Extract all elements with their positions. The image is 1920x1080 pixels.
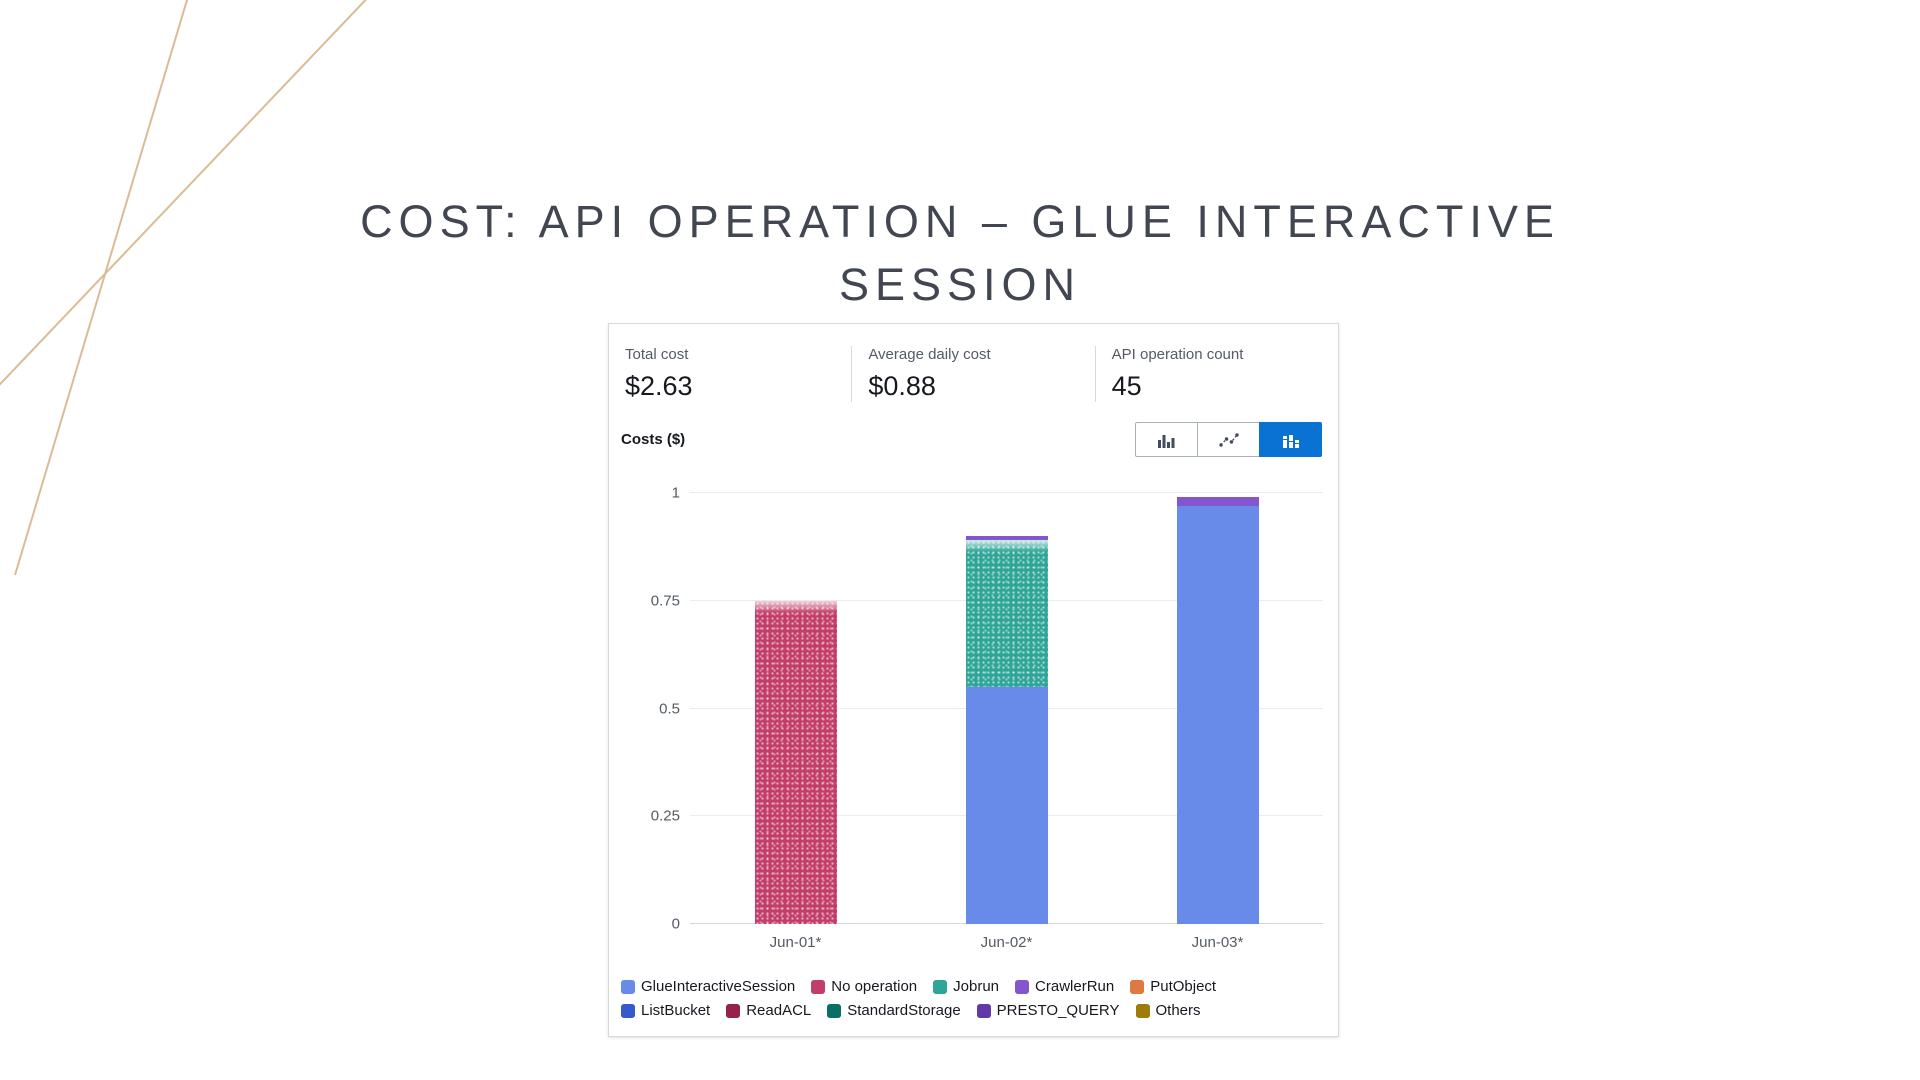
legend-swatch: [621, 979, 635, 994]
bar-segment-No operation[interactable]: [754, 600, 837, 925]
legend-swatch: [1015, 979, 1030, 994]
legend-item-PutObject[interactable]: PutObject: [1130, 978, 1216, 995]
legend-swatch: [811, 979, 826, 994]
legend-item-Jobrun[interactable]: Jobrun: [933, 978, 999, 995]
y-axis-tick-label: 1: [671, 484, 680, 502]
legend-item-ReadACL[interactable]: ReadACL: [726, 1002, 811, 1019]
stat-total-cost: Total cost $2.63: [609, 346, 851, 402]
slide-title-line1: COST: API OPERATION – GLUE INTERACTIVE: [360, 196, 1560, 247]
legend-item-No operation[interactable]: No operation: [811, 978, 917, 995]
legend-label: PutObject: [1150, 978, 1217, 995]
legend-swatch: [827, 1003, 842, 1018]
stat-value: $2.63: [625, 371, 693, 401]
stat-value: 45: [1111, 371, 1142, 401]
chart-header: Costs ($): [621, 422, 1322, 457]
gridline: [690, 492, 1323, 493]
legend-item-StandardStorage[interactable]: StandardStorage: [827, 1002, 961, 1019]
legend-swatch: [1135, 1003, 1150, 1018]
legend-swatch: [726, 1003, 741, 1018]
bar-segment-CrawlerRun[interactable]: [1176, 497, 1259, 506]
stacked-bar-view-button[interactable]: [1259, 422, 1322, 457]
slide-title: COST: API OPERATION – GLUE INTERACTIVE S…: [0, 190, 1920, 316]
bar-Jun-03*[interactable]: [1176, 493, 1259, 924]
legend-label: Others: [1155, 1002, 1201, 1019]
legend: GlueInteractiveSession No operation Jobrun…: [621, 978, 1326, 1019]
stacked-bar-chart-icon: [1282, 434, 1299, 448]
stat-label: Total cost: [625, 346, 689, 363]
y-axis-tick-label: 0.75: [650, 592, 680, 610]
bar-Jun-01*[interactable]: [754, 493, 837, 925]
bar-segment-GlueInteractiveSession[interactable]: [965, 686, 1048, 924]
bar-segment-GlueInteractiveSession[interactable]: [1176, 505, 1259, 924]
cost-explorer-card: Total cost $2.63 Average daily cost $0.8…: [608, 323, 1339, 1037]
legend-label: ListBucket: [641, 1002, 711, 1019]
legend-swatch: [933, 979, 948, 994]
grouped-bar-view-button[interactable]: [1135, 422, 1198, 457]
y-axis-tick-label: 0: [671, 915, 680, 933]
y-axis-title: Costs ($): [621, 431, 686, 448]
legend-label: GlueInteractiveSession: [641, 978, 796, 995]
x-axis-label: Jun-02*: [980, 934, 1033, 951]
line-chart-icon: [1218, 432, 1239, 447]
stat-label: API operation count: [1111, 346, 1244, 363]
legend-label: Jobrun: [953, 978, 1000, 995]
bar-segment-CrawlerRun[interactable]: [965, 536, 1048, 541]
slide-title-line2: SESSION: [838, 259, 1082, 310]
plot-area: 0 0.25 0.5 0.75 1 Jun-01* Jun-02* Jun-03*: [651, 485, 1323, 951]
summary-stats: Total cost $2.63 Average daily cost $0.8…: [609, 324, 1338, 402]
legend-label: StandardStorage: [847, 1002, 961, 1019]
y-axis-tick-label: 0.5: [659, 700, 680, 717]
x-axis-label: Jun-01*: [769, 934, 822, 951]
line-view-button[interactable]: [1197, 422, 1260, 457]
x-axis-label: Jun-03*: [1191, 934, 1244, 951]
legend-item-Others[interactable]: Others: [1135, 1002, 1201, 1019]
grouped-bar-chart-icon: [1157, 434, 1174, 448]
stat-api-operation-count: API operation count 45: [1094, 346, 1338, 402]
legend-item-ListBucket[interactable]: ListBucket: [621, 1002, 710, 1019]
legend-label: PRESTO_QUERY: [996, 1002, 1120, 1019]
y-axis-tick-label: 0.25: [650, 807, 680, 825]
stat-label: Average daily cost: [868, 346, 991, 363]
legend-label: No operation: [831, 978, 918, 995]
legend-item-CrawlerRun[interactable]: CrawlerRun: [1015, 978, 1114, 995]
legend-swatch: [1130, 979, 1145, 994]
stat-average-daily-cost: Average daily cost $0.88: [851, 346, 1094, 402]
legend-swatch: [976, 1003, 991, 1018]
legend-item-PRESTO_QUERY[interactable]: PRESTO_QUERY: [976, 1002, 1120, 1019]
legend-swatch: [621, 1003, 635, 1018]
legend-label: ReadACL: [746, 1002, 812, 1019]
legend-row: ListBucket ReadACL StandardStorage PRESTO_Q…: [621, 1002, 1326, 1019]
bar-segment-Jobrun[interactable]: [965, 540, 1048, 687]
stat-value: $0.88: [868, 371, 936, 401]
bar-Jun-02*[interactable]: [965, 493, 1048, 924]
legend-label: CrawlerRun: [1035, 978, 1115, 995]
chart-type-toggle-group: [1135, 422, 1322, 457]
legend-row: GlueInteractiveSession No operation Jobrun…: [621, 978, 1326, 995]
legend-item-GlueInteractiveSession[interactable]: GlueInteractiveSession: [621, 978, 795, 995]
